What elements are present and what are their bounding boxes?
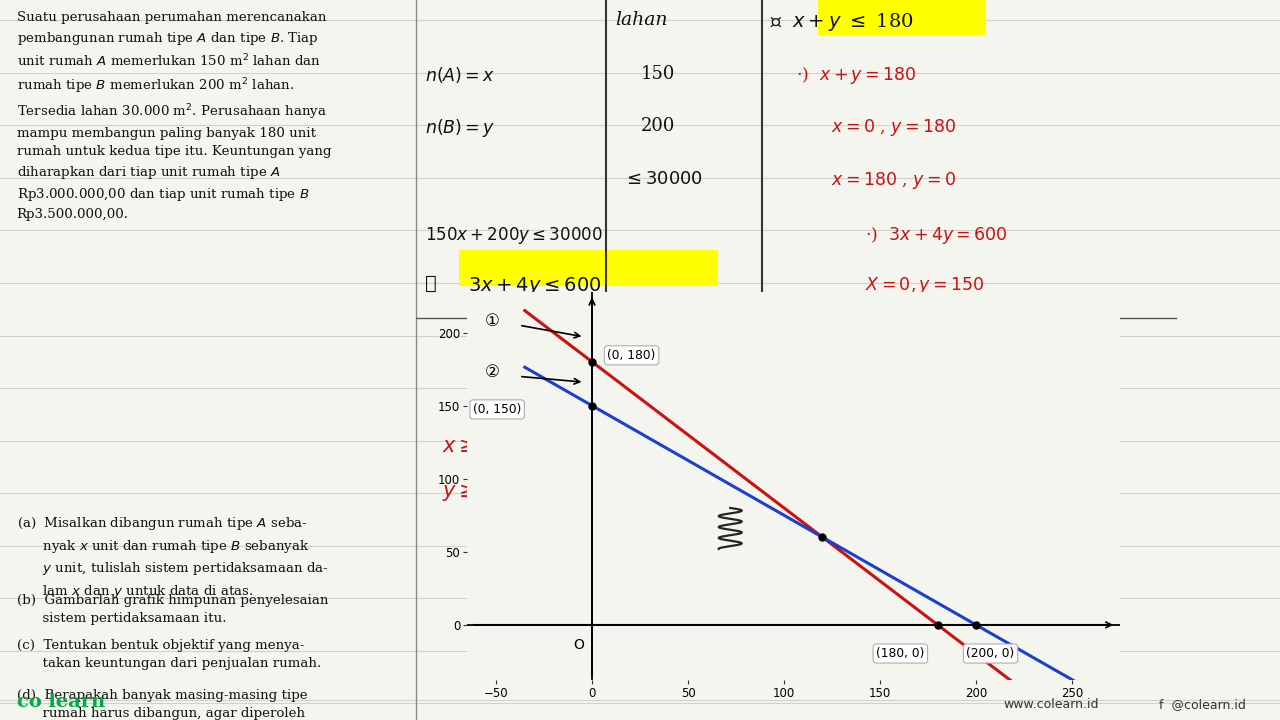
Text: $n(B) = y$: $n(B) = y$ [425, 117, 495, 139]
Text: $y \geq 0$: $y \geq 0$ [442, 479, 494, 503]
Text: $X = 0 , y = 150$: $X = 0 , y = 150$ [865, 275, 984, 296]
Text: ①  $x+y$ $\leq$ 180: ① $x+y$ $\leq$ 180 [771, 11, 914, 33]
Text: lahan: lahan [614, 11, 667, 29]
Text: O: O [573, 638, 585, 652]
Text: $x \geq 0$: $x \geq 0$ [442, 436, 494, 456]
Text: $3x + 4y \leq 600$: $3x + 4y \leq 600$ [468, 275, 602, 297]
Text: $150 x + 200 y \leq 30000$: $150 x + 200 y \leq 30000$ [425, 225, 603, 246]
Text: $\leq 30000$: $\leq 30000$ [623, 170, 703, 188]
Text: 150: 150 [641, 65, 675, 83]
Text: (a)  Misalkan dibangun rumah tipe $A$ seba-
      nyak $x$ unit dan rumah tipe $: (a) Misalkan dibangun rumah tipe $A$ seb… [17, 515, 329, 600]
Text: (d)  Berapakah banyak masing-masing tipe
      rumah harus dibangun, agar dipero: (d) Berapakah banyak masing-masing tipe … [17, 689, 307, 720]
Text: ·)  $3x + 4y = 600$: ·) $3x + 4y = 600$ [865, 225, 1007, 246]
FancyBboxPatch shape [460, 250, 718, 286]
Text: ②: ② [485, 363, 499, 381]
Text: ·)  $x + y = 180$: ·) $x + y = 180$ [796, 65, 916, 86]
Text: (0, 150): (0, 150) [474, 403, 521, 416]
Text: ②: ② [425, 275, 436, 293]
Text: (b)  Gambarlah grafik himpunan penyelesaian
      sistem pertidaksamaan itu.: (b) Gambarlah grafik himpunan penyelesai… [17, 594, 328, 625]
Text: (180, 0): (180, 0) [876, 647, 924, 660]
Text: 200: 200 [641, 117, 675, 135]
Text: $x = 200 , y = 0$: $x = 200 , y = 0$ [865, 317, 983, 338]
FancyBboxPatch shape [818, 0, 987, 35]
Text: www.colearn.id: www.colearn.id [1004, 698, 1100, 711]
Text: (200, 0): (200, 0) [966, 647, 1015, 660]
Text: $x = 180$ , $y = 0$: $x = 180$ , $y = 0$ [831, 170, 956, 191]
Text: $x =0$ , $y = 180$: $x =0$ , $y = 180$ [831, 117, 956, 138]
Text: f  @colearn.id: f @colearn.id [1160, 698, 1245, 711]
Text: (c)  Tentukan bentuk objektif yang menya-
      takan keuntungan dari penjualan : (c) Tentukan bentuk objektif yang menya-… [17, 639, 321, 670]
Text: ①: ① [485, 312, 499, 330]
Text: $n(A) = x$: $n(A) = x$ [425, 65, 495, 85]
Text: Suatu perusahaan perumahan merencanakan
pembangunan rumah tipe $A$ dan tipe $B$.: Suatu perusahaan perumahan merencanakan … [17, 11, 332, 221]
Text: (0, 180): (0, 180) [608, 348, 655, 362]
Text: co learn: co learn [17, 693, 105, 711]
